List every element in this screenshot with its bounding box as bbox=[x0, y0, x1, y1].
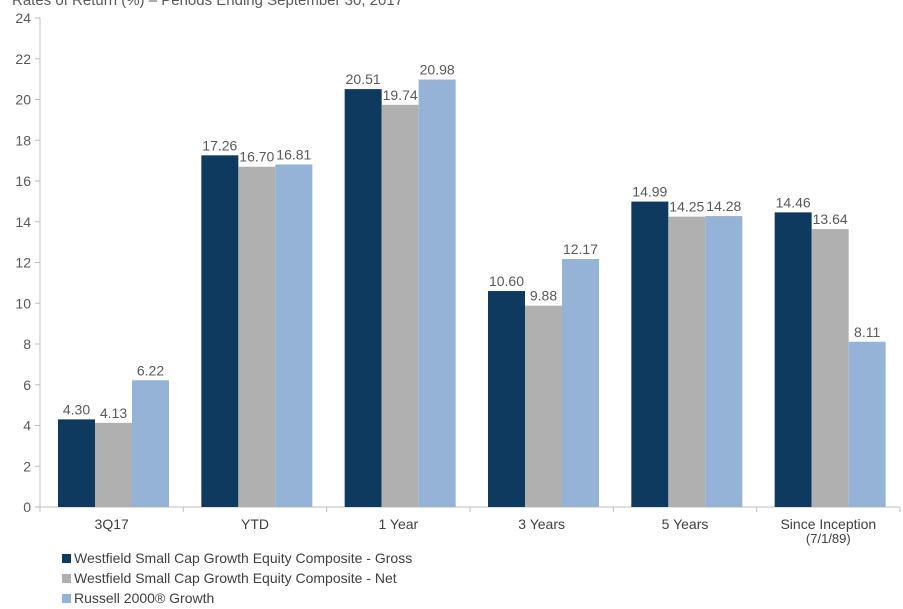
bar bbox=[562, 259, 599, 507]
data-label: 4.13 bbox=[100, 405, 127, 421]
legend-item-net: Westfield Small Cap Growth Equity Compos… bbox=[62, 568, 412, 588]
bar bbox=[668, 216, 706, 507]
x-tick-label: YTD bbox=[241, 516, 269, 532]
legend-item-gross: Westfield Small Cap Growth Equity Compos… bbox=[62, 548, 412, 568]
bar bbox=[201, 155, 239, 507]
y-tick-label: 12 bbox=[15, 255, 31, 271]
data-label: 20.51 bbox=[346, 71, 381, 87]
bar bbox=[774, 212, 812, 507]
bar bbox=[344, 89, 382, 507]
y-tick-label: 16 bbox=[15, 173, 31, 189]
data-label: 16.70 bbox=[239, 149, 274, 165]
data-label: 9.88 bbox=[530, 288, 557, 304]
bar bbox=[275, 164, 313, 507]
y-tick-label: 0 bbox=[23, 499, 31, 515]
data-label: 14.28 bbox=[706, 198, 741, 214]
legend: Westfield Small Cap Growth Equity Compos… bbox=[62, 548, 412, 608]
data-label: 17.26 bbox=[202, 137, 237, 153]
data-label: 19.74 bbox=[383, 87, 418, 103]
bar bbox=[705, 216, 743, 508]
legend-label-russell: Russell 2000® Growth bbox=[74, 590, 215, 606]
data-label: 10.60 bbox=[489, 273, 524, 289]
y-tick-label: 20 bbox=[15, 92, 31, 108]
x-tick-label: Since Inception bbox=[780, 516, 876, 532]
chart-title: Rates of Return (%) – Periods Ending Sep… bbox=[12, 0, 404, 9]
data-label: 6.22 bbox=[137, 362, 164, 378]
legend-swatch-russell bbox=[62, 593, 71, 603]
data-label: 14.25 bbox=[669, 199, 704, 215]
bar bbox=[95, 422, 132, 507]
x-tick-label: 3 Years bbox=[518, 516, 565, 532]
data-label: 8.11 bbox=[854, 324, 880, 340]
data-label: 12.17 bbox=[563, 241, 598, 257]
bar bbox=[525, 305, 562, 507]
bar bbox=[238, 166, 276, 508]
legend-label-net: Westfield Small Cap Growth Equity Compos… bbox=[74, 570, 397, 586]
bar bbox=[631, 201, 669, 508]
bar bbox=[811, 229, 849, 507]
y-tick-label: 14 bbox=[15, 214, 31, 230]
y-tick-label: 8 bbox=[23, 336, 31, 352]
bar bbox=[132, 380, 169, 507]
data-label: 14.99 bbox=[632, 184, 667, 200]
y-tick-label: 4 bbox=[23, 418, 31, 434]
y-tick-label: 2 bbox=[23, 458, 31, 474]
x-tick-label: 1 Year bbox=[378, 516, 418, 532]
y-tick-label: 18 bbox=[15, 132, 31, 148]
bar bbox=[58, 419, 95, 507]
y-tick-label: 24 bbox=[15, 10, 31, 26]
data-label: 20.98 bbox=[420, 62, 455, 78]
y-tick-label: 22 bbox=[15, 51, 31, 67]
x-tick-label: 3Q17 bbox=[95, 516, 129, 532]
y-tick-label: 10 bbox=[15, 295, 31, 311]
data-label: 4.30 bbox=[63, 401, 90, 417]
bar bbox=[381, 104, 419, 508]
data-label: 14.46 bbox=[776, 194, 811, 210]
legend-label-gross: Westfield Small Cap Growth Equity Compos… bbox=[74, 550, 413, 566]
x-tick-label: 5 Years bbox=[662, 516, 709, 532]
legend-swatch-gross bbox=[62, 553, 71, 563]
bar bbox=[418, 79, 456, 507]
legend-swatch-net bbox=[62, 573, 71, 583]
bar bbox=[848, 341, 886, 507]
x-tick-label: (7/1/89) bbox=[806, 531, 851, 546]
legend-item-russell: Russell 2000® Growth bbox=[62, 588, 412, 608]
data-label: 16.81 bbox=[276, 146, 311, 162]
bar bbox=[488, 291, 525, 507]
data-label: 13.64 bbox=[813, 211, 848, 227]
y-tick-label: 6 bbox=[23, 377, 31, 393]
